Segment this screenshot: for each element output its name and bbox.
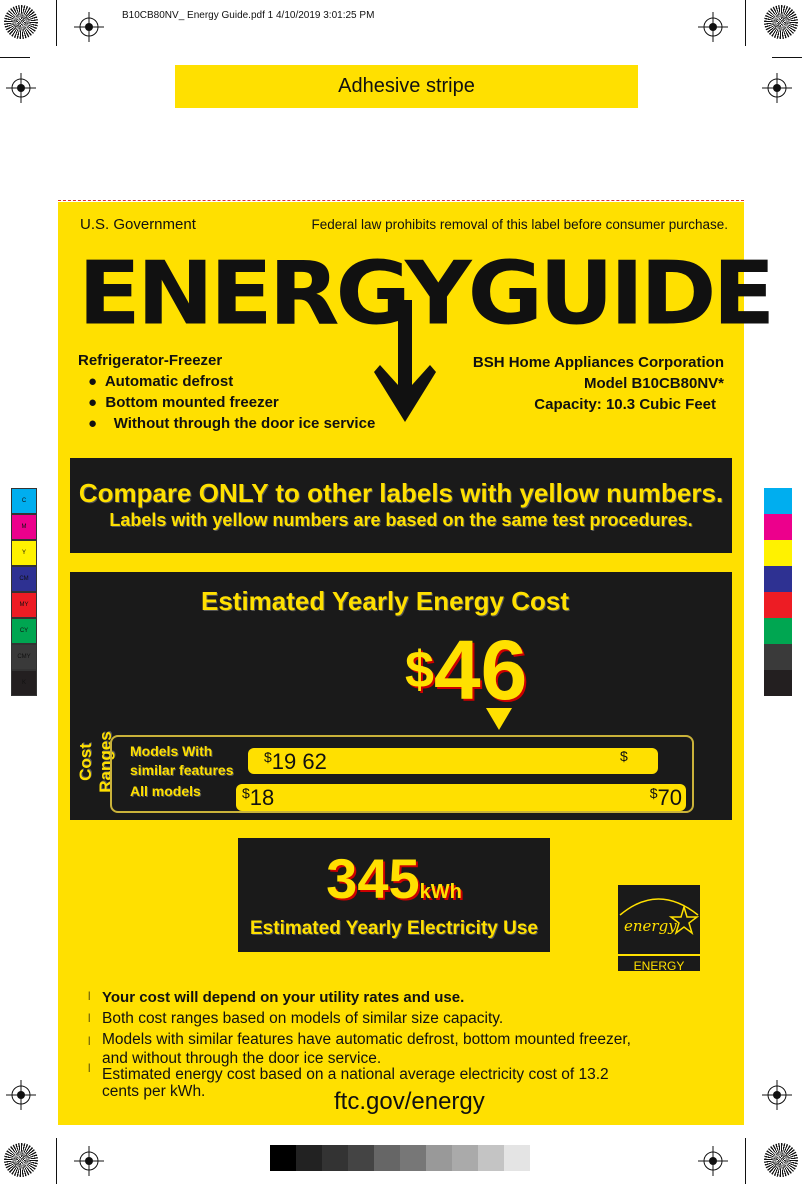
registration-target-icon: [4, 5, 38, 39]
svg-text:energy: energy: [624, 917, 677, 935]
crosshair-icon: [698, 1146, 728, 1176]
bullet-mark: |: [88, 1062, 91, 1072]
website-link[interactable]: ftc.gov/energy: [334, 1088, 485, 1115]
color-swatch: C: [11, 488, 37, 514]
color-swatch: [764, 644, 792, 670]
file-info: B10CB80NV_ Energy Guide.pdf 1 4/10/2019 …: [122, 10, 375, 21]
energyguide-logo: ENERGYGUIDE: [78, 242, 775, 345]
crop-mark: [745, 1138, 746, 1184]
model-number: Model B10CB80NV*: [583, 375, 724, 392]
note-item: Both cost ranges based on models of simi…: [102, 1010, 504, 1027]
energy-star-logo: energy ENERGY STAR: [618, 885, 700, 987]
similar-min: $19 62: [264, 749, 327, 774]
color-swatch: MY: [11, 592, 37, 618]
compare-box: [70, 458, 732, 553]
all-min: $18: [242, 785, 275, 810]
manufacturer-info: BSH Home Appliances Corporation Model B1…: [473, 352, 724, 415]
note-item: Models with similar features have automa…: [102, 1031, 631, 1067]
product-type: Refrigerator-Freezer: [78, 352, 223, 369]
federal-notice: Federal law prohibits removal of this la…: [311, 217, 728, 232]
cut-line: [58, 200, 744, 201]
grayscale-bar: [270, 1145, 530, 1171]
cost-value: $46: [405, 623, 528, 717]
crosshair-icon: [698, 12, 728, 42]
crosshair-icon: [74, 12, 104, 42]
down-arrow-icon: [374, 300, 436, 422]
kwh-value: 345kWh: [326, 847, 462, 910]
crosshair-icon: [6, 1080, 36, 1110]
color-swatch: [764, 540, 792, 566]
color-swatch: [764, 618, 792, 644]
crosshair-icon: [6, 73, 36, 103]
compare-title: Compare ONLY to other labels with yellow…: [78, 478, 724, 508]
crop-mark: [56, 0, 57, 46]
feature-item: ● Bottom mounted freezer: [88, 394, 279, 411]
government-text: U.S. Government: [80, 216, 196, 233]
color-swatch: [764, 592, 792, 618]
electricity-box: [238, 838, 550, 952]
note-item: Your cost will depend on your utility ra…: [102, 989, 465, 1006]
cost-box: [70, 572, 732, 820]
color-swatch: [764, 488, 792, 514]
product-features: Refrigerator-Freezer ● Automatic defrost…: [78, 350, 375, 434]
crop-mark: [745, 0, 746, 46]
registration-target-icon: [4, 1143, 38, 1177]
color-swatch: [764, 514, 792, 540]
adhesive-stripe: Adhesive stripe: [175, 65, 638, 108]
crosshair-icon: [762, 73, 792, 103]
feature-item: ● Without through the door ice service: [88, 415, 376, 432]
color-swatch: CM: [11, 566, 37, 592]
adhesive-stripe-label: Adhesive stripe: [338, 75, 475, 97]
energy-star-icon: energy: [619, 898, 700, 935]
feature-item: ● Automatic defrost: [88, 373, 234, 390]
similar-models-label: Models With similar features: [130, 743, 234, 778]
color-swatch: M: [11, 514, 37, 540]
cost-title: Estimated Yearly Energy Cost: [200, 586, 569, 616]
cost-ranges-frame: [110, 735, 694, 813]
color-swatch: CMY: [11, 644, 37, 670]
note-item: Estimated energy cost based on a nationa…: [102, 1066, 609, 1100]
registration-target-icon: [764, 5, 798, 39]
all-range-bar: $18 $70: [236, 784, 686, 811]
compare-subtitle: Labels with yellow numbers are based on …: [109, 510, 693, 530]
kwh-title: Estimated Yearly Electricity Use: [250, 918, 538, 939]
bullet-mark: |: [88, 1035, 91, 1045]
cost-pointer-icon: [486, 708, 512, 730]
bullet-mark: |: [88, 1012, 91, 1022]
crop-mark: [772, 57, 802, 58]
energy-star-text: ENERGY STAR: [618, 954, 700, 987]
similar-range-bar: $19 62 $: [248, 748, 658, 774]
all-models-label: All models: [130, 783, 201, 799]
crosshair-icon: [74, 1146, 104, 1176]
similar-max: 62: [302, 749, 327, 774]
capacity: Capacity: 10.3 Cubic Feet: [534, 396, 716, 413]
color-swatch: [764, 566, 792, 592]
manufacturer: BSH Home Appliances Corporation: [472, 354, 724, 371]
crosshair-icon: [762, 1080, 792, 1110]
bullet-mark: |: [88, 990, 91, 1000]
similar-max-currency: $: [620, 748, 628, 764]
crop-mark: [56, 1138, 57, 1184]
registration-target-icon: [764, 1143, 798, 1177]
color-swatch: K: [11, 670, 37, 696]
color-swatch: [764, 670, 792, 696]
color-swatch: Y: [11, 540, 37, 566]
all-max: $70: [649, 785, 682, 810]
color-swatch: CY: [11, 618, 37, 644]
crop-mark: [0, 57, 30, 58]
